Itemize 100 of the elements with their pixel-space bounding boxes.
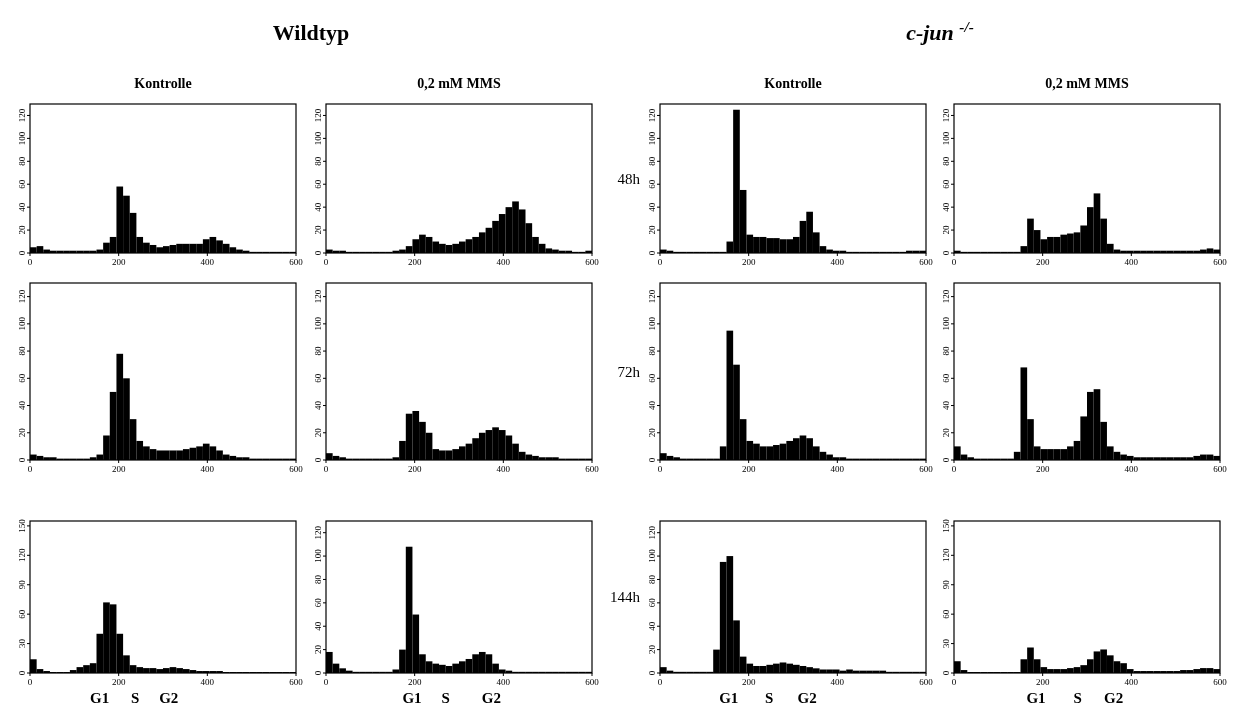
y-tick-label: 120 bbox=[17, 108, 27, 123]
y-tick-label: 40 bbox=[941, 400, 951, 411]
chart-title: 0,2 mM MMS bbox=[417, 76, 502, 91]
x-tick-label: 400 bbox=[1124, 257, 1139, 267]
x-tick-label: 200 bbox=[1035, 464, 1050, 474]
chart-title: Kontrolle bbox=[764, 76, 822, 91]
y-tick-label: 0 bbox=[647, 457, 657, 463]
y-tick-label: 100 bbox=[17, 316, 27, 331]
x-tick-label: 600 bbox=[1213, 677, 1228, 687]
y-tick-label: 20 bbox=[647, 427, 657, 438]
y-tick-label: 0 bbox=[17, 670, 27, 676]
x-tick-label: 600 bbox=[585, 464, 600, 474]
y-tick-label: 60 bbox=[17, 179, 27, 189]
annotation: S bbox=[441, 690, 450, 706]
y-tick-label: 60 bbox=[647, 597, 657, 608]
annotation: G2 bbox=[159, 690, 179, 706]
y-tick-label: 80 bbox=[17, 346, 27, 356]
y-tick-label: 0 bbox=[17, 250, 27, 256]
y-tick-label: 100 bbox=[941, 316, 951, 331]
y-tick-label: 100 bbox=[647, 131, 657, 146]
y-tick-label: 20 bbox=[313, 644, 323, 655]
x-tick-label: 600 bbox=[1213, 257, 1228, 267]
y-tick-label: 100 bbox=[647, 316, 657, 331]
chart-title: 0,2 mM MMS bbox=[1045, 76, 1130, 91]
y-tick-label: 60 bbox=[941, 179, 951, 189]
x-tick-label: 200 bbox=[741, 257, 756, 267]
x-tick-label: 200 bbox=[407, 677, 422, 687]
y-tick-label: 40 bbox=[647, 202, 657, 212]
y-tick-label: 30 bbox=[941, 638, 951, 649]
x-tick-label: 400 bbox=[830, 464, 845, 474]
x-tick-label: 600 bbox=[585, 677, 600, 687]
y-tick-label: 0 bbox=[941, 670, 951, 676]
y-tick-label: 0 bbox=[647, 250, 657, 256]
x-tick-label: 600 bbox=[289, 464, 304, 474]
x-tick-label: 200 bbox=[741, 464, 756, 474]
y-tick-label: 0 bbox=[941, 250, 951, 256]
text: c-jun $^{-/-}$ bbox=[906, 17, 974, 45]
y-tick-label: 120 bbox=[941, 108, 951, 123]
annotation: S bbox=[764, 690, 774, 706]
y-tick-label: 120 bbox=[17, 289, 27, 304]
y-tick-label: 60 bbox=[647, 373, 657, 383]
y-tick-label: 150 bbox=[941, 518, 951, 533]
y-tick-label: 80 bbox=[941, 156, 951, 166]
y-tick-label: 60 bbox=[647, 179, 657, 189]
x-tick-label: 200 bbox=[111, 464, 126, 474]
annotation: G1 bbox=[90, 690, 110, 706]
y-tick-label: 100 bbox=[17, 131, 27, 146]
annotation: S bbox=[1073, 690, 1082, 706]
x-tick-label: 200 bbox=[111, 677, 126, 687]
y-tick-label: 80 bbox=[17, 156, 27, 166]
y-tick-label: 0 bbox=[941, 457, 951, 463]
y-tick-label: 60 bbox=[17, 609, 27, 619]
y-tick-label: 0 bbox=[313, 250, 323, 256]
y-tick-label: 40 bbox=[647, 400, 657, 411]
y-tick-label: 120 bbox=[647, 108, 657, 123]
y-tick-label: 40 bbox=[313, 400, 323, 411]
y-tick-label: 20 bbox=[941, 225, 951, 235]
x-tick-label: 200 bbox=[407, 257, 422, 267]
y-tick-label: 120 bbox=[941, 548, 951, 563]
y-axis-title: 144h bbox=[610, 589, 641, 605]
y-tick-label: 80 bbox=[647, 156, 657, 166]
y-tick-label: 80 bbox=[647, 346, 657, 356]
x-tick-label: 200 bbox=[1035, 677, 1050, 687]
y-tick-label: 120 bbox=[313, 289, 323, 304]
x-tick-label: 200 bbox=[111, 257, 126, 267]
y-tick-label: 20 bbox=[17, 225, 27, 235]
y-tick-label: 80 bbox=[313, 574, 323, 584]
y-axis-title: 48h bbox=[617, 170, 641, 187]
x-tick-label: 400 bbox=[496, 464, 511, 474]
y-tick-label: 30 bbox=[17, 638, 27, 649]
x-tick-label: 600 bbox=[1213, 464, 1228, 474]
y-tick-label: 40 bbox=[313, 202, 323, 212]
y-tick-label: 90 bbox=[941, 579, 951, 590]
x-tick-label: 400 bbox=[1124, 464, 1139, 474]
x-tick-label: 400 bbox=[1124, 677, 1139, 687]
y-tick-label: 0 bbox=[313, 670, 323, 676]
x-tick-label: 200 bbox=[741, 677, 756, 687]
y-tick-label: 20 bbox=[647, 225, 657, 235]
y-tick-label: 150 bbox=[17, 518, 27, 533]
y-tick-label: 20 bbox=[313, 225, 323, 235]
annotation: G2 bbox=[797, 690, 817, 706]
y-tick-label: 40 bbox=[941, 202, 951, 212]
y-tick-label: 60 bbox=[941, 609, 951, 619]
annotation: G1 bbox=[719, 690, 739, 706]
y-tick-label: 20 bbox=[17, 427, 27, 438]
y-tick-label: 90 bbox=[17, 579, 27, 590]
y-tick-label: 120 bbox=[313, 525, 323, 540]
y-tick-label: 20 bbox=[941, 427, 951, 438]
x-tick-label: 400 bbox=[830, 677, 845, 687]
x-tick-label: 600 bbox=[919, 677, 934, 687]
y-tick-label: 60 bbox=[941, 373, 951, 383]
y-tick-label: 120 bbox=[17, 548, 27, 563]
y-tick-label: 60 bbox=[313, 179, 323, 189]
chart-title: Kontrolle bbox=[134, 76, 192, 91]
y-tick-label: 0 bbox=[313, 457, 323, 463]
y-tick-label: 0 bbox=[17, 457, 27, 463]
x-tick-label: 200 bbox=[407, 464, 422, 474]
y-tick-label: 60 bbox=[17, 373, 27, 383]
x-tick-label: 400 bbox=[200, 677, 215, 687]
y-tick-label: 40 bbox=[17, 202, 27, 212]
